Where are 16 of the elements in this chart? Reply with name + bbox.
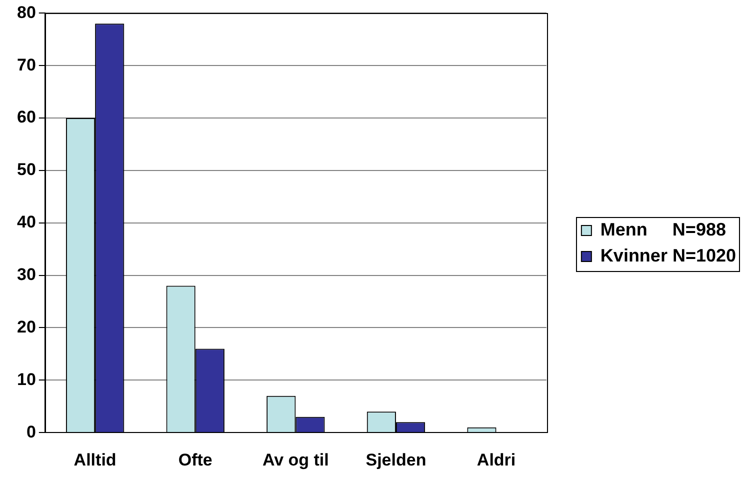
y-tick-label: 0 (26, 422, 36, 442)
x-tick-label: Alltid (74, 450, 116, 470)
y-tick-label: 70 (16, 55, 36, 74)
y-tick-label: 50 (16, 160, 36, 180)
y-tick-label: 30 (16, 265, 36, 284)
y-tick-label: 80 (16, 2, 36, 22)
legend-label: Menn N=988 (600, 219, 726, 240)
y-tick-label: 40 (16, 212, 36, 232)
y-tick-label: 20 (16, 317, 36, 336)
x-tick-label: Aldri (476, 450, 516, 470)
x-tick-label: Av og til (262, 450, 329, 470)
x-tick-label: Sjelden (366, 450, 426, 470)
y-tick-label: 60 (16, 108, 36, 127)
y-tick-label: 10 (16, 370, 36, 389)
legend-label: Kvinner N=1020 (600, 245, 736, 266)
x-tick-label: Ofte (178, 450, 212, 470)
